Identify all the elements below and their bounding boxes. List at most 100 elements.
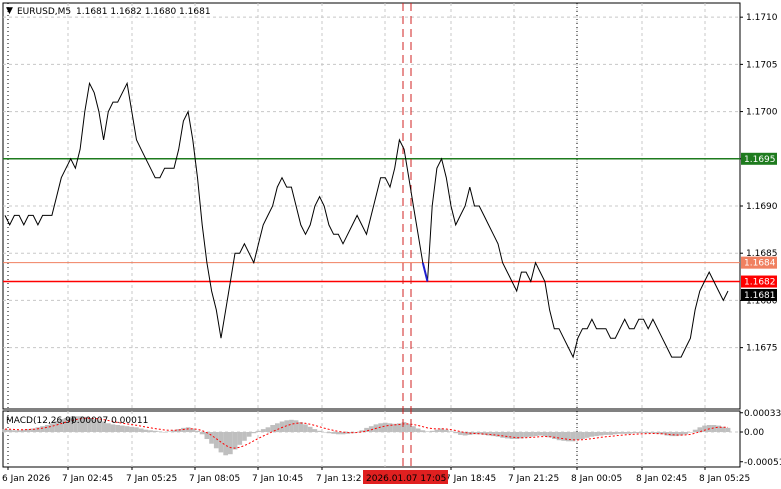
macd-bar bbox=[448, 431, 454, 432]
macd-bar bbox=[434, 429, 440, 432]
x-tick-label: 7 Jan 02:45 bbox=[62, 474, 113, 484]
macd-bar bbox=[580, 432, 585, 439]
macd-bar bbox=[631, 432, 637, 434]
macd-bar bbox=[462, 432, 468, 436]
macd-bar bbox=[415, 428, 421, 432]
level-price-tags: 1.1695 1.1684 1.1682 1.1681 bbox=[741, 152, 777, 301]
macd-panel[interactable] bbox=[2, 410, 741, 468]
macd-bar bbox=[73, 416, 78, 433]
macd-bar bbox=[21, 429, 27, 432]
macd-bar bbox=[406, 423, 412, 432]
level-tag-text: 1.1682 bbox=[744, 278, 776, 288]
macd-bar bbox=[190, 428, 196, 432]
macd-label: MACD(12,26,9) bbox=[6, 416, 74, 426]
macd-bar bbox=[232, 432, 238, 450]
macd-bar bbox=[716, 425, 721, 432]
macd-bar bbox=[542, 432, 548, 437]
macd-bar bbox=[387, 423, 393, 433]
macd-bar bbox=[711, 425, 717, 432]
macd-bar bbox=[495, 432, 501, 437]
macd-bar bbox=[16, 430, 22, 433]
macd-bar bbox=[303, 424, 308, 432]
macd-bar bbox=[246, 432, 252, 437]
macd-tick-label: -0.00051 bbox=[744, 458, 781, 468]
macd-bar bbox=[444, 429, 449, 432]
macd-bar bbox=[275, 423, 280, 433]
macd-bar bbox=[167, 431, 172, 432]
macd-bar bbox=[260, 429, 266, 432]
macd-bar bbox=[458, 432, 463, 435]
macd-bar bbox=[382, 422, 388, 432]
x-tick-label: 7 Jan 21:25 bbox=[508, 474, 559, 484]
macd-bar bbox=[664, 432, 670, 436]
level-tag-box bbox=[741, 152, 777, 165]
y-tick-label: 1.1690 bbox=[746, 202, 778, 212]
macd-bar bbox=[326, 432, 332, 434]
level-tag-box bbox=[741, 256, 777, 269]
macd-bar bbox=[519, 432, 524, 439]
macd-bar bbox=[185, 427, 191, 432]
macd-bar bbox=[439, 428, 444, 432]
macd-bar bbox=[425, 431, 430, 432]
macd-bar bbox=[533, 432, 538, 437]
level-tag-text: 1.1695 bbox=[744, 155, 776, 165]
macd-bar bbox=[251, 432, 257, 434]
y-tick-label: 1.1705 bbox=[746, 60, 778, 70]
symbol-label: EURUSD,M5 bbox=[17, 7, 71, 17]
macd-bar bbox=[608, 432, 613, 435]
time-marker-label: 2026.01.07 17:05 bbox=[366, 474, 446, 484]
x-tick-label: 7 Jan 13:2 bbox=[316, 474, 362, 484]
level-tag-box bbox=[741, 288, 777, 301]
dropdown-arrow-icon[interactable]: ▼ bbox=[6, 6, 13, 16]
macd-bar bbox=[622, 432, 628, 434]
x-tick-label: 7 Jan 05:25 bbox=[126, 474, 177, 484]
macd-bar bbox=[307, 426, 313, 433]
macd-bar bbox=[279, 421, 285, 432]
macd-bar bbox=[725, 427, 731, 432]
macd-bar bbox=[101, 421, 106, 432]
macd-bar bbox=[659, 432, 665, 435]
macd-bar bbox=[598, 432, 604, 436]
macd-bar bbox=[44, 425, 50, 432]
macd-bar bbox=[317, 430, 322, 432]
macd-bar bbox=[143, 429, 149, 432]
macd-tick-label: 0.00 bbox=[744, 428, 764, 438]
macd-bar bbox=[392, 423, 397, 432]
macd-bar bbox=[509, 432, 515, 439]
macd-bar bbox=[636, 432, 642, 434]
macd-bar bbox=[195, 430, 200, 432]
macd-bar bbox=[209, 432, 214, 444]
macd-bar bbox=[561, 432, 566, 441]
macd-bar bbox=[289, 419, 294, 433]
macd-bar bbox=[584, 432, 590, 438]
macd-bar bbox=[627, 432, 632, 434]
macd-bar bbox=[453, 432, 459, 434]
macd-bar bbox=[669, 432, 674, 437]
macd-bar bbox=[641, 432, 646, 434]
macd-bar bbox=[645, 432, 651, 434]
macd-bar bbox=[124, 426, 130, 432]
macd-bar bbox=[359, 430, 365, 433]
macd-bar bbox=[115, 425, 120, 432]
price-axis: 1.17101.17051.17001.16951.16901.16851.16… bbox=[740, 13, 778, 354]
macd-bar bbox=[256, 430, 261, 432]
macd-bar bbox=[336, 432, 341, 435]
macd-tick-label: 0.00033 bbox=[744, 409, 781, 419]
macd-bar bbox=[152, 430, 158, 432]
x-tick-label: 8 Jan 02:45 bbox=[636, 474, 687, 484]
macd-bar bbox=[613, 432, 618, 435]
y-tick-label: 1.1675 bbox=[746, 344, 778, 354]
macd-bar bbox=[589, 432, 595, 437]
macd-bar bbox=[575, 432, 581, 441]
macd-bar bbox=[91, 419, 97, 432]
macd-bar bbox=[138, 428, 144, 432]
macd-bar bbox=[242, 432, 247, 441]
macd-bar bbox=[134, 427, 139, 432]
macd-bar bbox=[228, 432, 233, 455]
level-tag-text: 1.1681 bbox=[744, 291, 776, 301]
x-tick-label: 7 Jan 10:45 bbox=[252, 474, 303, 484]
macd-bar bbox=[603, 432, 609, 435]
macd-bar bbox=[265, 427, 271, 432]
x-tick-label: 8 Jan 00:05 bbox=[571, 474, 622, 484]
